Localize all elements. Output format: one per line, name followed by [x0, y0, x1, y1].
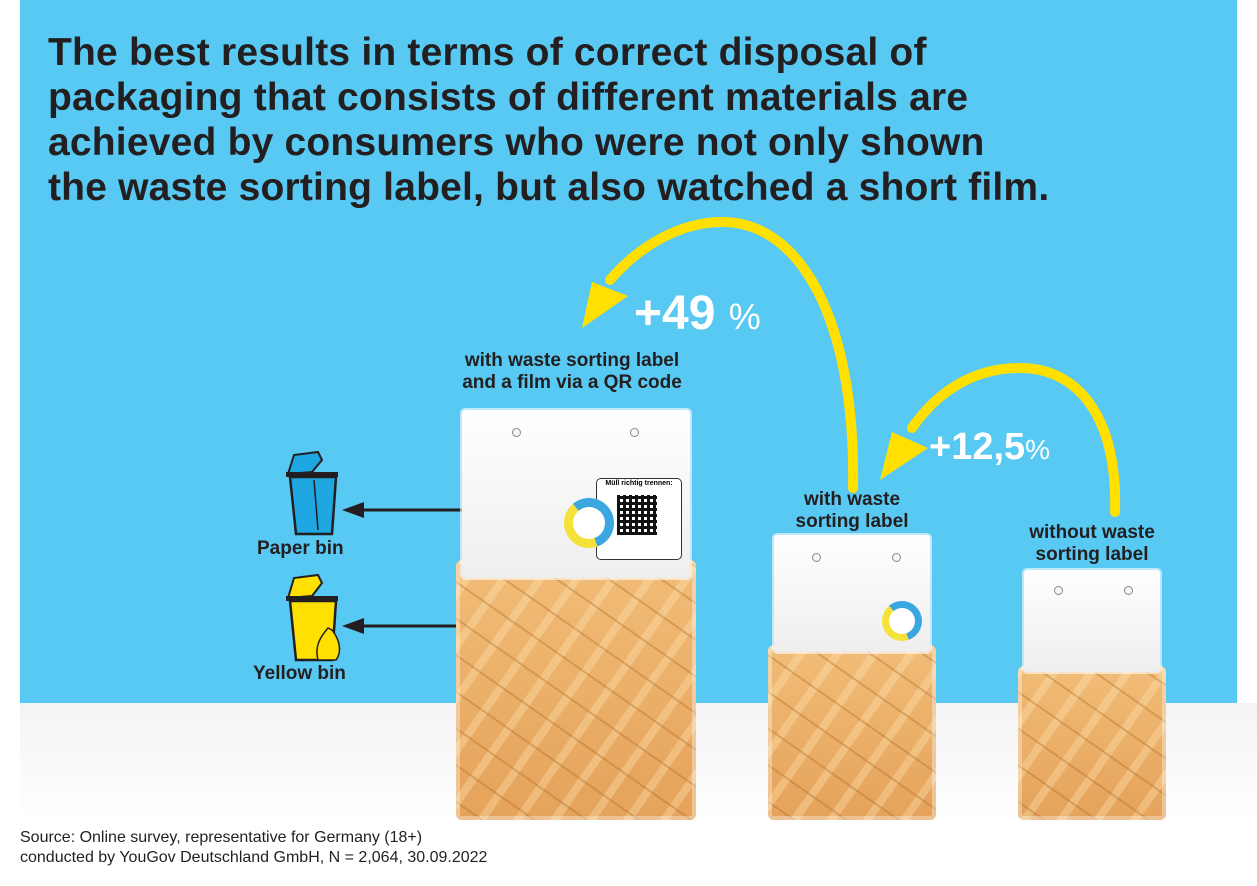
bag-header — [774, 535, 930, 652]
qr-code-icon — [617, 495, 657, 535]
hole-icon — [512, 428, 521, 437]
hole-icon — [630, 428, 639, 437]
increase-12-5-percent: +12,5% — [929, 426, 1051, 468]
bag-header: Müll richtig trennen: — [462, 410, 690, 578]
paper-bin-label: Paper bin — [257, 538, 344, 559]
hole-icon — [1124, 586, 1133, 595]
pasta-contents — [1018, 666, 1166, 820]
hole-icon — [812, 553, 821, 562]
pasta-bag-label-only — [768, 535, 936, 820]
caption-label-only: with waste sorting label — [795, 489, 909, 532]
arrow-12-5-icon — [880, 362, 1121, 517]
increase-49-percent: +49 % — [634, 287, 761, 340]
headline-line: achieved by consumers who were not only … — [48, 121, 985, 164]
arrow-49-icon — [582, 216, 859, 493]
hole-icon — [892, 553, 901, 562]
bag-header — [1024, 570, 1160, 672]
headline-line: the waste sorting label, but also watche… — [48, 166, 1050, 209]
pasta-bag-label-and-film: Müll richtig trennen: — [456, 410, 696, 820]
caption-no-label: without waste sorting label — [1029, 522, 1155, 565]
headline: The best results in terms of correct dis… — [48, 30, 1238, 210]
hole-icon — [1054, 586, 1063, 595]
headline-line: The best results in terms of correct dis… — [48, 31, 927, 74]
yellow-bin-icon — [286, 573, 341, 662]
pasta-contents — [456, 560, 696, 820]
yellow-bin-label: Yellow bin — [253, 663, 346, 684]
waste-sorting-logo-icon — [882, 601, 922, 641]
waste-sorting-logo-icon — [564, 498, 614, 548]
pasta-bag-no-label — [1018, 570, 1166, 820]
headline-line: packaging that consists of different mat… — [48, 76, 969, 119]
paper-bin-icon — [286, 450, 338, 536]
caption-label-and-film: with waste sorting label and a film via … — [462, 350, 682, 393]
source-note: Source: Online survey, representative fo… — [20, 829, 488, 866]
pasta-contents — [768, 645, 936, 820]
waste-sorting-label-with-qr: Müll richtig trennen: — [564, 478, 682, 560]
